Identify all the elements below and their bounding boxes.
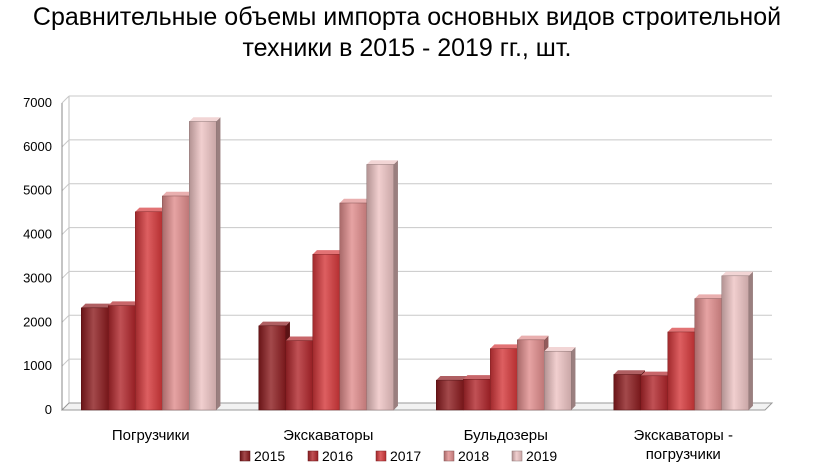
bar-top (463, 375, 495, 380)
bar-3-2017 (490, 344, 522, 411)
bar-top (189, 117, 221, 122)
bar-front (436, 379, 464, 411)
legend-swatch-2016 (307, 450, 319, 462)
y-tick-label-2000: 2000 (23, 314, 52, 329)
bar-2-2018 (339, 198, 371, 411)
bar-top (490, 344, 522, 349)
bar-front (490, 348, 518, 411)
y-tick-label-5000: 5000 (23, 183, 52, 198)
bar-top (694, 294, 726, 299)
chart-title-line-2: техники в 2015 - 2019 гг., шт. (242, 34, 572, 62)
bar-top (285, 336, 317, 341)
bar-top (640, 371, 672, 376)
bar-3-2015 (436, 375, 468, 411)
bar-1-2017 (135, 207, 167, 411)
bar-top (436, 375, 468, 381)
bar-front (285, 340, 313, 411)
bar-front (517, 339, 545, 411)
category-label-1: Погрузчики (112, 427, 190, 444)
bar-top (366, 160, 398, 165)
bar-top (517, 335, 549, 340)
bar-front (694, 298, 722, 411)
legend-label-2019: 2019 (526, 448, 557, 464)
bar-front (667, 331, 695, 411)
y-tick-label-4000: 4000 (23, 227, 52, 242)
bar-top (81, 303, 113, 308)
bar-front (135, 211, 163, 411)
bar-1-2016 (108, 301, 140, 411)
bar-2-2017 (312, 250, 344, 411)
bar-2-2019 (366, 160, 398, 411)
bar-side (748, 271, 753, 410)
bar-side (216, 117, 221, 410)
bar-top (339, 198, 371, 203)
bar-front (721, 275, 749, 411)
bar-front (366, 164, 394, 411)
bar-1-2015 (81, 303, 113, 411)
legend-swatch-2015 (239, 450, 251, 462)
bar-4-2017 (667, 327, 699, 411)
bar-4-2019 (721, 271, 753, 411)
chart-title: Сравнительные объемы импорта основных ви… (0, 2, 814, 64)
bar-4-2015 (613, 370, 645, 411)
bar-front (312, 254, 340, 411)
bar-front (463, 379, 491, 411)
bar-front (108, 305, 136, 411)
bar-top (258, 321, 290, 326)
legend-label-2015: 2015 (254, 448, 285, 464)
legend-swatch-2018 (443, 450, 455, 462)
legend-label-2016: 2016 (322, 448, 353, 464)
bar-front (189, 121, 217, 411)
y-tick-label-3000: 3000 (23, 270, 52, 285)
y-tick-label-0: 0 (45, 402, 52, 417)
bar-3-2016 (463, 375, 495, 411)
bar-top (135, 207, 167, 212)
bar-1-2018 (162, 191, 194, 411)
bar-3-2018 (517, 335, 549, 411)
bar-front (640, 375, 668, 411)
gridline-side-5000 (61, 183, 70, 192)
gridline-side-1000 (61, 358, 70, 367)
category-label-3: Бульдозеры (464, 427, 548, 444)
bar-front (81, 307, 109, 411)
bar-front (339, 202, 367, 411)
category-label-2: Экскаваторы (283, 427, 373, 444)
bar-3-2019 (544, 347, 576, 411)
category-label-4-line-2: погрузчики (646, 446, 721, 463)
bar-front (544, 350, 572, 411)
bar-top (721, 271, 753, 276)
bar-front (162, 195, 190, 411)
gridline-side-3000 (61, 271, 70, 279)
legend-label-2018: 2018 (458, 448, 489, 464)
gridline-side-4000 (61, 227, 70, 235)
bar-side (393, 160, 398, 410)
bar-top (108, 301, 140, 306)
bar-top (162, 191, 194, 196)
category-label-4-line-1: Экскаваторы - (634, 427, 733, 444)
gridline-side-6000 (61, 139, 70, 148)
legend-swatch-2019 (511, 450, 523, 462)
y-tick-label-7000: 7000 (23, 95, 52, 110)
chart-title-line-1: Сравнительные объемы импорта основных ви… (32, 3, 782, 31)
bar-top (667, 327, 699, 332)
bar-4-2016 (640, 371, 672, 411)
bar-front (613, 374, 641, 411)
bar-1-2019 (189, 117, 221, 411)
bar-2-2016 (285, 336, 317, 411)
gridline-side-7000 (61, 95, 70, 104)
legend-swatch-2017 (375, 450, 387, 462)
bar-top (613, 370, 645, 375)
bar-2-2015 (258, 321, 290, 411)
gridline-side-2000 (61, 314, 70, 323)
bar-4-2018 (694, 294, 726, 411)
legend-label-2017: 2017 (390, 448, 421, 464)
bar-top (544, 347, 576, 352)
bar-top (312, 250, 344, 255)
bar-side (571, 347, 576, 410)
y-tick-label-1000: 1000 (23, 358, 52, 373)
bar-front (258, 325, 286, 411)
y-tick-label-6000: 6000 (23, 139, 52, 154)
